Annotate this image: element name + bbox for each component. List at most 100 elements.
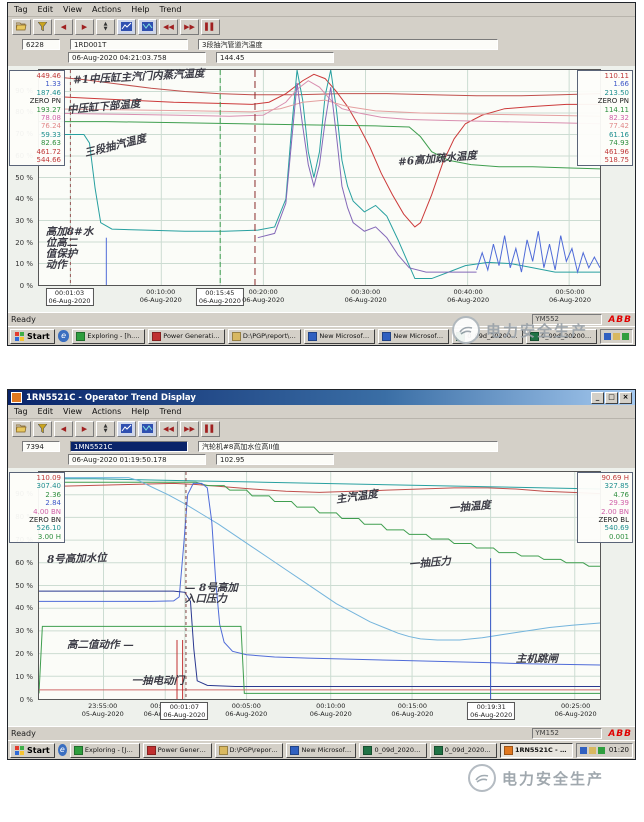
system-tray [600, 328, 633, 344]
annotation-line: 入口压力 [184, 593, 227, 606]
tag-name-field[interactable]: 1RD001T [70, 39, 188, 50]
menu-item-actions[interactable]: Actions [92, 5, 122, 14]
toolbar-trend-display-alt-button[interactable] [138, 18, 157, 35]
toolbar-step-back-button[interactable]: ◀ [54, 18, 73, 35]
menu-bar: Tag Edit View Actions Help Trend [8, 405, 635, 419]
y-tick-label: 0 % [19, 282, 33, 290]
toolbar-filter-button[interactable] [33, 18, 52, 35]
tag-index-field[interactable]: 7394 [22, 441, 60, 452]
status-text: Ready [11, 315, 36, 324]
trend-value: 82.32 [608, 114, 629, 123]
trend-value: 544.66 [36, 156, 62, 165]
toolbar-fast-forward-button[interactable]: ▶▶ [180, 420, 199, 437]
menu-item-help[interactable]: Help [131, 5, 150, 14]
cursor-value-field[interactable]: 144.45 [216, 52, 334, 63]
taskbar-app-icon [76, 331, 86, 341]
title-bar[interactable]: 1RN5521C - Operator Trend Display _ □ × [8, 390, 635, 405]
taskbar-button[interactable]: New Microsoft ... [378, 328, 450, 344]
taskbar-button[interactable]: D:\PGP\report\d... [227, 328, 302, 344]
taskbar-button[interactable]: Exploring - [h.b... [72, 328, 146, 344]
tag-description-field[interactable]: 3段抽汽管道汽温度 [198, 39, 498, 50]
toolbar-trend-display-alt-button[interactable] [138, 420, 157, 437]
trend-value: 78.08 [40, 114, 61, 123]
minimize-button[interactable]: _ [591, 391, 604, 404]
toolbar-step-forward-button[interactable]: ▶ [75, 18, 94, 35]
toolbar-trend-display-button[interactable] [117, 420, 136, 437]
toolbar-rewind-button[interactable]: ◀◀ [159, 420, 178, 437]
taskbar-button[interactable]: Power Generation P... [142, 742, 212, 758]
toolbar-open-button[interactable] [12, 18, 31, 35]
windows-logo-square [15, 745, 19, 750]
tray-icon[interactable] [597, 746, 605, 754]
taskbar-app-icon [363, 745, 373, 755]
tray-icon[interactable] [579, 746, 587, 754]
toolbar-rewind-button[interactable]: ◀◀ [159, 18, 178, 35]
annotation-line: 8号高加水位 [47, 551, 108, 566]
toolbar-open-button[interactable] [12, 420, 31, 437]
toolbar-filter-button[interactable] [33, 420, 52, 437]
tray-icon[interactable] [622, 332, 629, 340]
cursor-time-field[interactable]: 06-Aug-2020 01:19:50.178 [68, 454, 206, 465]
taskbar-button[interactable]: Exploring - [J861 - 1... [69, 742, 140, 758]
toolbar: ◀ ▶ ▲ ▼ ◀◀ ▶▶ ▌▌ [8, 419, 635, 438]
trend-value: 2.36 [45, 490, 61, 499]
tray-icon[interactable] [613, 332, 620, 340]
y-tick-label: 30 % [15, 627, 33, 636]
start-button[interactable]: Start [10, 742, 55, 758]
y-tick-label: 20 % [15, 650, 33, 659]
quick-launch-icon[interactable]: e [57, 744, 67, 756]
menu-item-edit[interactable]: Edit [37, 5, 54, 14]
toolbar-fast-forward-button[interactable]: ▶▶ [180, 18, 199, 35]
tag-index-field[interactable]: 6228 [22, 39, 60, 50]
menu-item-view[interactable]: View [63, 407, 83, 416]
trend-series-extraction-1-pressure [39, 482, 600, 566]
quick-launch-icon[interactable]: e [57, 330, 70, 342]
trend-value: 2.84 [45, 499, 61, 508]
tag-description-field[interactable]: 汽轮机#8高加水位高II值 [198, 441, 498, 452]
taskbar-button[interactable]: Power Generatio... [148, 328, 225, 344]
menu-item-tag[interactable]: Tag [14, 5, 28, 14]
maximize-button[interactable]: □ [605, 391, 618, 404]
cursor-time-field[interactable]: 06-Aug-2020 04:21:03.758 [68, 52, 206, 63]
menu-item-trend[interactable]: Trend [159, 5, 182, 14]
taskbar-button[interactable]: 0_09d_20200806O... [429, 742, 497, 758]
annotation-line: 主机跳闸 [515, 652, 558, 665]
taskbar-button[interactable]: 1RN5521C - Opera... [499, 742, 573, 758]
taskbar-app-icon [152, 331, 162, 341]
taskbar-button[interactable]: D:\PGP\reports\SOE... [214, 742, 284, 758]
annotation-line: 动作 [45, 258, 67, 271]
toolbar-scale-spinner-button[interactable]: ▲ ▼ [96, 18, 115, 35]
trend-value: 193.27 [36, 105, 62, 114]
menu-item-help[interactable]: Help [131, 407, 150, 416]
toolbar-step-back-button[interactable]: ◀ [54, 420, 73, 437]
trend-value: ZERO BL [598, 516, 629, 525]
menu-item-trend[interactable]: Trend [159, 407, 182, 416]
toolbar: ◀ ▶ ▲ ▼ ◀◀ ▶▶ ▌▌ [8, 17, 635, 36]
tag-name-field[interactable]: 1MN5521C [70, 441, 188, 452]
screenshot-bottom-trend-window: 1RN5521C - Operator Trend Display _ □ × Tag E… [7, 389, 636, 760]
trend-value: 518.75 [604, 156, 630, 165]
menu-item-edit[interactable]: Edit [37, 407, 54, 416]
menu-item-actions[interactable]: Actions [92, 407, 122, 416]
close-button[interactable]: × [619, 391, 632, 404]
taskbar-button[interactable]: 0_09d_202008... [526, 328, 597, 344]
menu-item-view[interactable]: View [63, 5, 83, 14]
toolbar-step-forward-button[interactable]: ▶ [75, 420, 94, 437]
toolbar-scale-spinner-button[interactable]: ▲ ▼ [96, 420, 115, 437]
system-tray: 01:20 [575, 742, 634, 758]
toolbar-pause-button[interactable]: ▌▌ [201, 420, 220, 437]
toolbar-pause-button[interactable]: ▌▌ [201, 18, 220, 35]
trend-value: 1.66 [613, 80, 629, 89]
menu-item-tag[interactable]: Tag [14, 407, 28, 416]
taskbar-button[interactable]: New Microsoft Word... [286, 742, 357, 758]
tray-icon[interactable] [588, 746, 596, 754]
start-button[interactable]: Start [10, 328, 55, 344]
toolbar-trend-display-button[interactable] [117, 18, 136, 35]
trend-value: 0.001 [608, 532, 629, 541]
tray-icon[interactable] [604, 332, 611, 340]
cursor-value-field[interactable]: 102.95 [216, 454, 334, 465]
trend-series-green-low-box [39, 626, 600, 693]
taskbar-button[interactable]: 0_09d_20200806O... [359, 742, 427, 758]
taskbar-button[interactable]: New Microsoft ... [304, 328, 376, 344]
trend-value: 327.85 [604, 482, 630, 491]
